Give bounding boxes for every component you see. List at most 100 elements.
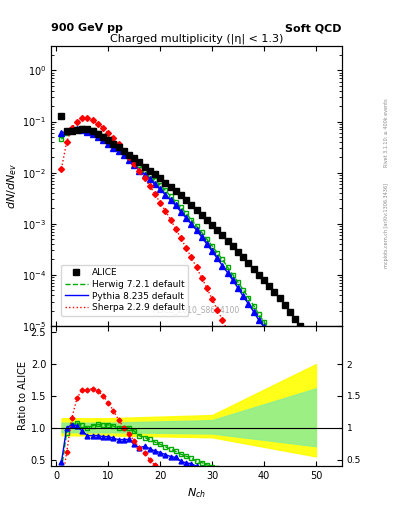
Pythia 8.235 default xyxy=(231,278,235,284)
Sherpa 2.2.9 default xyxy=(199,274,204,281)
Pythia 8.235 default xyxy=(267,332,272,338)
ALICE xyxy=(257,272,261,278)
Herwig 7.2.1 default xyxy=(64,130,69,136)
Pythia 8.235 default xyxy=(184,215,189,221)
Line: Pythia 8.235 default: Pythia 8.235 default xyxy=(61,130,316,418)
ALICE xyxy=(178,193,183,199)
Sherpa 2.2.9 default xyxy=(210,296,215,302)
Herwig 7.2.1 default xyxy=(173,199,178,205)
Sherpa 2.2.9 default xyxy=(142,175,147,181)
ALICE xyxy=(80,126,84,132)
Pythia 8.235 default xyxy=(106,141,110,147)
ALICE xyxy=(106,137,110,143)
Pythia 8.235 default xyxy=(132,162,136,168)
ALICE xyxy=(225,238,230,244)
Sherpa 2.2.9 default xyxy=(173,226,178,232)
ALICE xyxy=(90,128,95,134)
X-axis label: $N_{ch}$: $N_{ch}$ xyxy=(187,486,206,500)
Herwig 7.2.1 default xyxy=(309,403,313,409)
Sherpa 2.2.9 default xyxy=(184,245,189,251)
ALICE xyxy=(283,302,287,308)
Sherpa 2.2.9 default xyxy=(158,200,163,206)
Pythia 8.235 default xyxy=(288,367,292,373)
Legend: ALICE, Herwig 7.2.1 default, Pythia 8.235 default, Sherpa 2.2.9 default: ALICE, Herwig 7.2.1 default, Pythia 8.23… xyxy=(61,265,189,316)
ALICE xyxy=(111,141,116,147)
ALICE xyxy=(246,260,251,266)
Herwig 7.2.1 default xyxy=(277,345,282,351)
Pythia 8.235 default xyxy=(199,234,204,240)
Pythia 8.235 default xyxy=(95,134,100,140)
Herwig 7.2.1 default xyxy=(95,130,100,136)
Pythia 8.235 default xyxy=(314,415,318,421)
Sherpa 2.2.9 default xyxy=(178,235,183,241)
ALICE xyxy=(64,128,69,134)
Herwig 7.2.1 default xyxy=(90,127,95,134)
ALICE xyxy=(158,176,163,182)
Pythia 8.235 default xyxy=(220,263,225,269)
Herwig 7.2.1 default xyxy=(152,177,157,183)
Pythia 8.235 default xyxy=(283,357,287,364)
Herwig 7.2.1 default xyxy=(267,327,272,333)
Sherpa 2.2.9 default xyxy=(106,130,110,136)
Sherpa 2.2.9 default xyxy=(194,264,199,270)
Text: 900 GeV pp: 900 GeV pp xyxy=(51,23,123,33)
Sherpa 2.2.9 default xyxy=(241,361,246,367)
Herwig 7.2.1 default xyxy=(137,162,142,168)
ALICE xyxy=(293,315,298,322)
Sherpa 2.2.9 default xyxy=(257,395,261,401)
ALICE xyxy=(75,127,79,133)
Pythia 8.235 default xyxy=(178,209,183,215)
Herwig 7.2.1 default xyxy=(147,172,152,178)
ALICE xyxy=(189,202,194,208)
ALICE xyxy=(210,222,215,228)
ALICE xyxy=(272,289,277,295)
Sherpa 2.2.9 default xyxy=(59,165,64,172)
Herwig 7.2.1 default xyxy=(70,127,74,133)
ALICE xyxy=(236,249,241,255)
Herwig 7.2.1 default xyxy=(241,287,246,293)
Line: Sherpa 2.2.9 default: Sherpa 2.2.9 default xyxy=(61,118,316,512)
Sherpa 2.2.9 default xyxy=(298,489,303,496)
Y-axis label: $dN/dN_{ev}$: $dN/dN_{ev}$ xyxy=(6,163,19,209)
Pythia 8.235 default xyxy=(158,186,163,193)
Sherpa 2.2.9 default xyxy=(116,141,121,147)
Herwig 7.2.1 default xyxy=(215,250,220,256)
ALICE xyxy=(251,266,256,272)
Sherpa 2.2.9 default xyxy=(251,383,256,390)
ALICE xyxy=(163,180,168,186)
Text: mcplots.cern.ch [arXiv:1306.3436]: mcplots.cern.ch [arXiv:1306.3436] xyxy=(384,183,389,268)
Pythia 8.235 default xyxy=(204,241,209,247)
Pythia 8.235 default xyxy=(277,349,282,355)
Sherpa 2.2.9 default xyxy=(132,161,136,167)
Sherpa 2.2.9 default xyxy=(70,125,74,131)
Pythia 8.235 default xyxy=(210,248,215,254)
Herwig 7.2.1 default xyxy=(257,311,261,317)
Pythia 8.235 default xyxy=(163,191,168,198)
ALICE xyxy=(184,197,189,203)
Pythia 8.235 default xyxy=(257,317,261,323)
ALICE xyxy=(59,113,64,119)
Pythia 8.235 default xyxy=(142,172,147,178)
Herwig 7.2.1 default xyxy=(225,264,230,270)
Pythia 8.235 default xyxy=(303,394,308,400)
Sherpa 2.2.9 default xyxy=(75,118,79,124)
Herwig 7.2.1 default xyxy=(298,383,303,390)
Sherpa 2.2.9 default xyxy=(231,339,235,345)
Pythia 8.235 default xyxy=(90,131,95,137)
Sherpa 2.2.9 default xyxy=(236,350,241,356)
Pythia 8.235 default xyxy=(241,293,246,300)
ALICE xyxy=(152,171,157,177)
ALICE xyxy=(70,128,74,134)
Herwig 7.2.1 default xyxy=(59,136,64,142)
ALICE xyxy=(241,254,246,261)
Sherpa 2.2.9 default xyxy=(262,407,266,413)
Pythia 8.235 default xyxy=(147,176,152,182)
Herwig 7.2.1 default xyxy=(75,125,79,132)
Sherpa 2.2.9 default xyxy=(225,328,230,334)
Herwig 7.2.1 default xyxy=(158,182,163,188)
ALICE xyxy=(137,159,142,165)
Herwig 7.2.1 default xyxy=(236,279,241,285)
Pythia 8.235 default xyxy=(111,144,116,151)
ALICE xyxy=(199,211,204,218)
ALICE xyxy=(194,206,199,212)
